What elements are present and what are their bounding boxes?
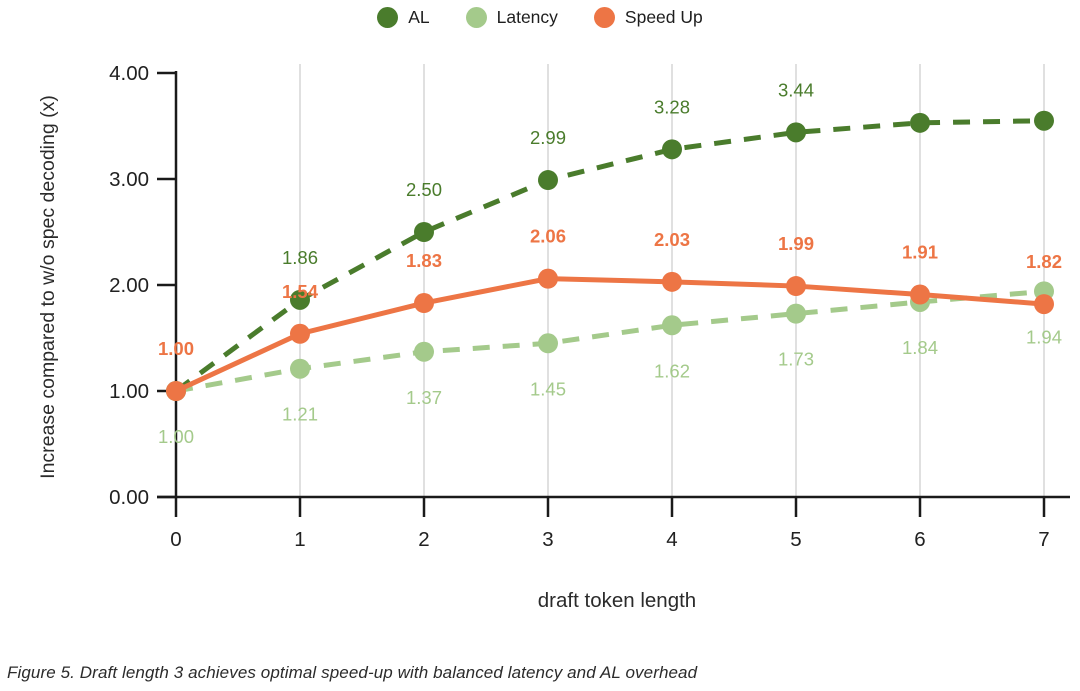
x-tick-label: 3: [542, 528, 553, 551]
point-value-label: 2.50: [406, 179, 442, 200]
legend-label-al: AL: [408, 7, 430, 27]
point-value-label: 3.28: [654, 96, 690, 117]
data-point: [786, 122, 806, 143]
data-point: [538, 333, 558, 354]
figure-caption: Figure 5. Draft length 3 achieves optima…: [7, 663, 698, 682]
speedup-series-dot-icon: [593, 7, 615, 28]
data-point: [166, 381, 186, 401]
point-value-label: 1.00: [158, 338, 194, 359]
data-point: [910, 112, 930, 133]
point-value-label: 1.84: [902, 337, 938, 358]
data-point: [290, 323, 310, 344]
data-point: [662, 315, 682, 336]
x-tick-label: 2: [418, 528, 429, 551]
point-value-label: 1.83: [406, 250, 442, 271]
x-tick-label: 1: [294, 528, 305, 551]
x-tick-label: 7: [1038, 528, 1049, 551]
point-value-label: 1.62: [654, 360, 690, 381]
x-tick-label: 5: [790, 528, 801, 551]
labels-latency: 1.00 1.21 1.37 1.45 1.62 1.73 1.84 1.94: [158, 326, 1062, 447]
y-axis-title: Increase compared to w/o spec decoding (…: [37, 95, 59, 479]
data-point: [414, 293, 434, 314]
y-tick-label: 4.00: [109, 62, 149, 85]
data-point: [662, 139, 682, 160]
line-chart: 0.00 1.00 2.00 3.00 4.00 0 1 2 3 4 5 6 7 draft token …: [37, 62, 1070, 612]
labels-speed-up: 1.00 1.54 1.83 2.06 2.03 1.99 1.91 1.82: [158, 226, 1062, 359]
x-tick-label: 4: [666, 528, 677, 551]
x-tick-label: 6: [914, 528, 925, 551]
point-value-label: 2.06: [530, 226, 566, 247]
point-value-label: 1.82: [1026, 251, 1062, 272]
point-value-label: 1.73: [778, 349, 814, 370]
point-value-label: 1.21: [282, 404, 318, 425]
point-value-label: 3.44: [778, 79, 814, 100]
legend-label-latency: Latency: [496, 7, 558, 27]
point-value-label: 2.99: [530, 127, 566, 148]
point-value-label: 1.45: [530, 378, 566, 399]
point-value-label: 2.03: [654, 229, 690, 250]
data-point: [786, 303, 806, 324]
data-point: [290, 358, 310, 379]
y-tick-label: 1.00: [109, 380, 149, 403]
labels-al: 1.86 2.50 2.99 3.28 3.44: [282, 79, 814, 267]
tick-labels: 0.00 1.00 2.00 3.00 4.00 0 1 2 3 4 5 6 7: [109, 62, 1050, 551]
x-axis-title: draft token length: [538, 589, 696, 612]
data-point: [538, 170, 558, 191]
legend-item-speedup: Speed Up: [593, 7, 703, 28]
x-tick-label: 0: [170, 528, 181, 551]
chart-legend: AL Latency Speed Up: [0, 7, 1080, 28]
al-series-dot-icon: [377, 7, 399, 28]
y-tick-label: 3.00: [109, 168, 149, 191]
point-value-label: 1.86: [282, 247, 318, 268]
series-speed-up: [166, 268, 1054, 401]
legend-item-latency: Latency: [465, 7, 558, 28]
data-point: [1034, 294, 1054, 315]
point-value-label: 1.91: [902, 242, 938, 263]
data-point: [538, 268, 558, 289]
legend-item-al: AL: [377, 7, 430, 28]
data-point: [786, 276, 806, 297]
data-point: [662, 271, 682, 292]
data-point: [414, 341, 434, 362]
data-point: [414, 222, 434, 242]
point-value-label: 1.00: [158, 426, 194, 447]
point-value-label: 1.54: [282, 281, 319, 302]
axes: [157, 71, 1070, 517]
point-value-label: 1.37: [406, 387, 442, 408]
point-value-label: 1.99: [778, 233, 814, 254]
legend-label-speedup: Speed Up: [624, 7, 703, 27]
point-value-label: 1.94: [1026, 326, 1062, 347]
y-tick-label: 2.00: [109, 274, 149, 297]
data-point: [1034, 110, 1054, 131]
data-point: [290, 289, 310, 310]
latency-series-dot-icon: [465, 7, 487, 28]
data-point: [910, 284, 930, 305]
y-tick-label: 0.00: [109, 486, 149, 509]
